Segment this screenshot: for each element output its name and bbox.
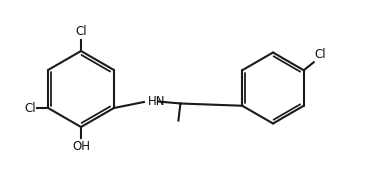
Text: Cl: Cl <box>315 48 326 61</box>
Text: Cl: Cl <box>24 101 36 115</box>
Text: OH: OH <box>72 140 90 153</box>
Text: HN: HN <box>148 95 165 107</box>
Text: Cl: Cl <box>75 25 87 38</box>
